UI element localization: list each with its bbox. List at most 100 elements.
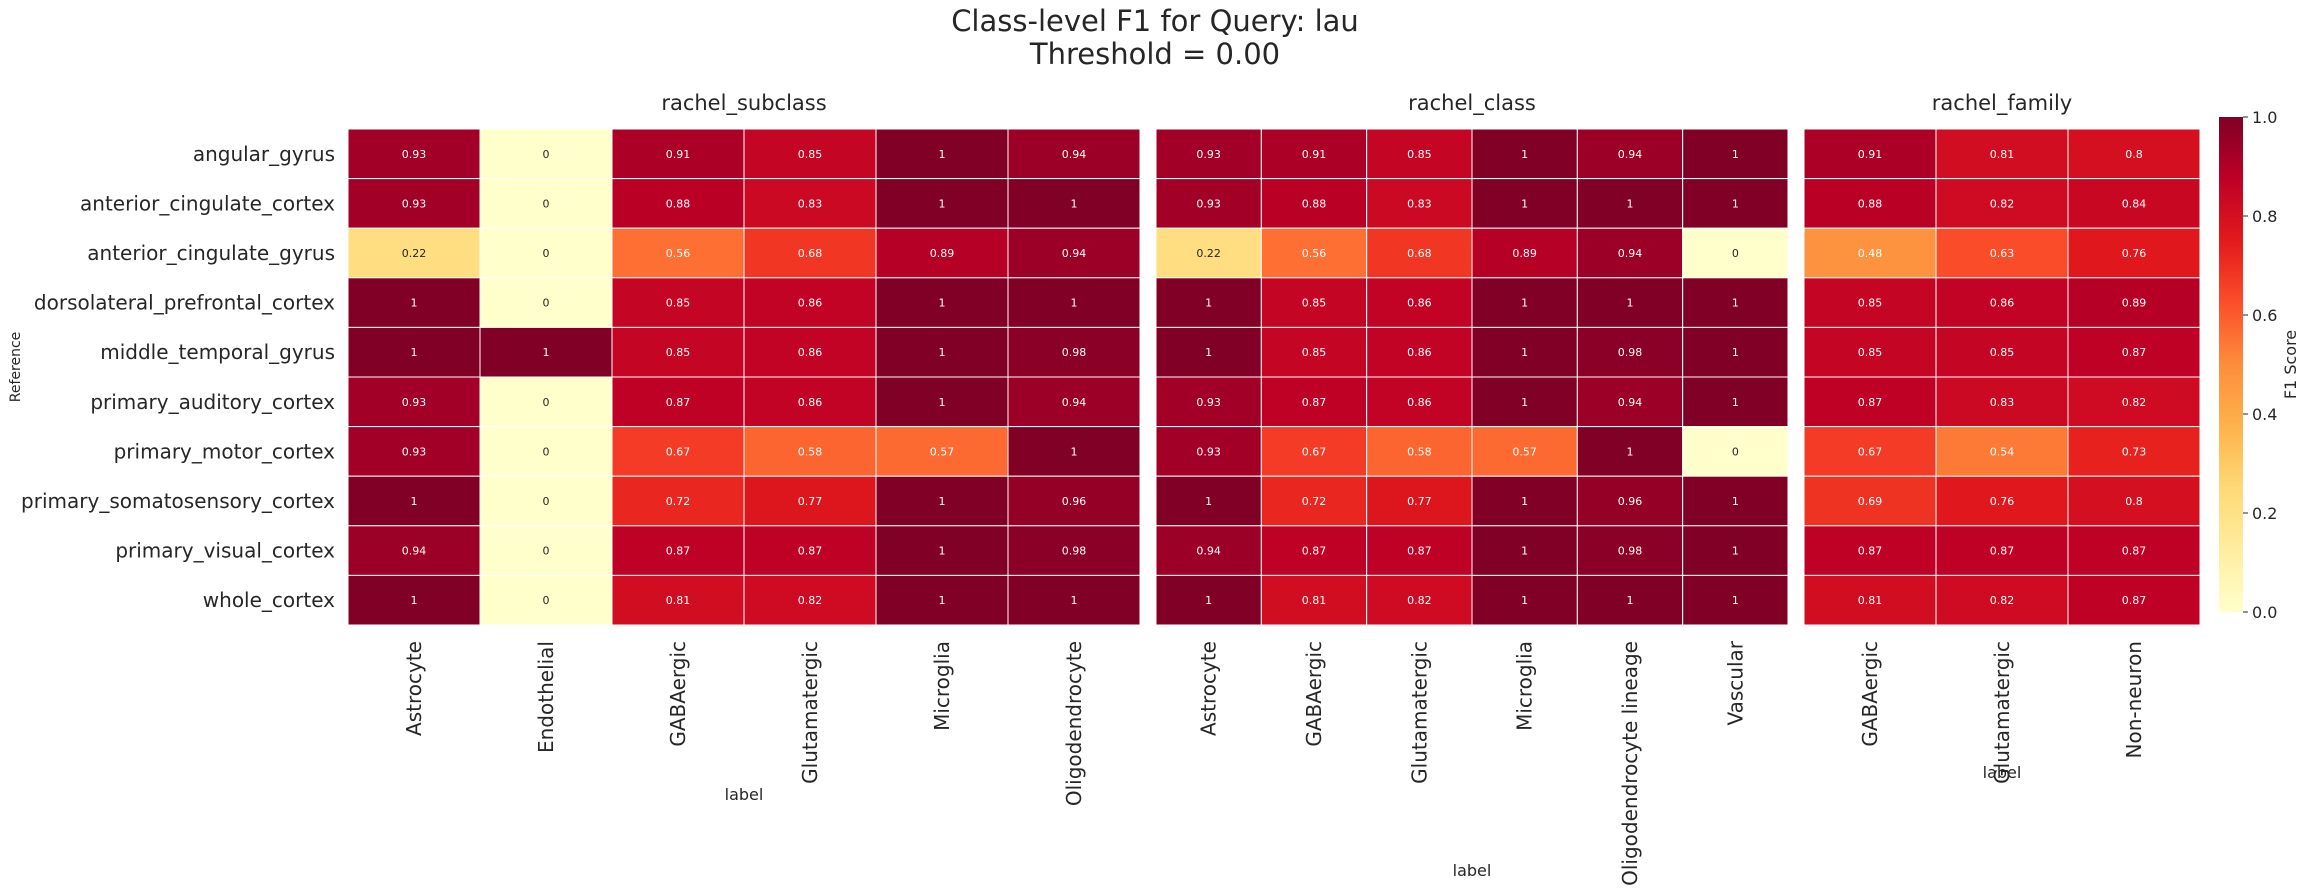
heatmap-cell (1007, 574, 1141, 626)
heatmap-cell (1935, 227, 2069, 279)
cell-value-label: 1 (1521, 594, 1528, 607)
cell-value-label: 1 (1732, 346, 1739, 359)
heatmap-cell (875, 525, 1009, 576)
cell-value-label: 1 (1627, 445, 1634, 458)
cell-value-label: 0.48 (1858, 247, 1883, 260)
column-label: Microglia (930, 641, 954, 731)
heatmap-cell (1935, 128, 2069, 180)
heatmap-cell (611, 326, 745, 378)
cell-value-label: 0.87 (1407, 545, 1432, 558)
cell-value-label: 1 (939, 148, 946, 161)
heatmap-cell (1803, 426, 1937, 477)
cell-value-label: 0.8 (2125, 148, 2143, 161)
cell-value-label: 0.87 (1858, 545, 1883, 558)
colorbar-tick-label: 0.4 (2252, 405, 2277, 424)
heatmap-cell (1576, 525, 1684, 576)
cell-value-label: 0.98 (1062, 346, 1087, 359)
heatmap-cell (743, 277, 877, 328)
heatmap-cell (1803, 475, 1937, 527)
heatmap-cell (1576, 277, 1684, 328)
heatmap-cell (2067, 326, 2201, 378)
chart-title-line1: Class-level F1 for Query: lau (951, 4, 1359, 38)
heatmap-cell (1155, 128, 1262, 180)
heatmap-cell (1682, 128, 1789, 180)
heatmap-cell (347, 426, 481, 477)
cell-value-label: 0.88 (1858, 197, 1883, 210)
heatmap-cell (1682, 227, 1789, 279)
x-axis-label: label (1983, 763, 2022, 782)
cell-value-label: 1 (939, 346, 946, 359)
heatmap-cell (1366, 178, 1473, 229)
cell-value-label: 0.76 (2122, 247, 2147, 260)
cell-value-label: 1 (1627, 594, 1634, 607)
cell-value-label: 1 (1627, 297, 1634, 310)
column-label: GABAergic (1858, 641, 1882, 747)
heatmap-cell (1155, 376, 1262, 428)
cell-value-label: 1 (1732, 545, 1739, 558)
heatmap-cell (1682, 475, 1789, 527)
heatmap-cell (743, 227, 877, 279)
cell-value-label: 0.84 (2122, 197, 2147, 210)
cell-value-label: 0.85 (1858, 297, 1883, 310)
cell-value-label: 0 (543, 445, 550, 458)
heatmap-cell (611, 426, 745, 477)
heatmap-cell (1366, 227, 1473, 279)
cell-value-label: 0.56 (1302, 247, 1327, 260)
heatmap-cell (1682, 326, 1789, 378)
heatmap-cell (1260, 178, 1368, 229)
heatmap-cell (1007, 277, 1141, 328)
cell-value-label: 1 (1732, 495, 1739, 508)
cell-value-label: 0.67 (1302, 445, 1327, 458)
heatmap-cell (1803, 227, 1937, 279)
cell-value-label: 0 (543, 297, 550, 310)
heatmap-panel-rachel_subclass: rachel_subclass 0.93 0 0.91 0.85 1 0.94 0.93 0 0.… (347, 91, 1141, 806)
cell-value-label: 0 (543, 495, 550, 508)
cell-value-label: 0.87 (1990, 545, 2015, 558)
heatmap-cell (1576, 326, 1684, 378)
heatmap-cell (2067, 426, 2201, 477)
cell-value-label: 0.91 (666, 148, 691, 161)
cell-value-label: 1 (1205, 594, 1212, 607)
cell-value-label: 0.86 (1407, 396, 1432, 409)
heatmap-cell (1260, 376, 1368, 428)
cell-value-label: 0.82 (798, 594, 823, 607)
heatmap-cell (347, 376, 481, 428)
heatmap-cell (1007, 227, 1141, 279)
cell-value-label: 0.67 (1858, 445, 1883, 458)
heatmap-cell (743, 178, 877, 229)
heatmap-cell (1007, 128, 1141, 180)
cell-value-label: 0 (543, 396, 550, 409)
panel-title: rachel_subclass (661, 91, 826, 116)
heatmap-cell (875, 475, 1009, 527)
heatmap-cell (2067, 277, 2201, 328)
heatmap-cell (1935, 475, 2069, 527)
cell-value-label: 0.86 (1990, 297, 2015, 310)
cell-value-label: 0.85 (798, 148, 823, 161)
cell-value-label: 0.86 (1407, 346, 1432, 359)
cell-value-label: 0.91 (1858, 148, 1883, 161)
heatmap-cell (611, 128, 745, 180)
heatmap-cell (479, 525, 613, 576)
heatmap-cell (347, 475, 481, 527)
cell-value-label: 0.89 (2122, 297, 2147, 310)
cell-value-label: 0.86 (798, 396, 823, 409)
cell-value-label: 0.87 (1302, 545, 1327, 558)
heatmap-cell (743, 326, 877, 378)
x-axis-label: label (1453, 861, 1492, 880)
cell-value-label: 0.67 (666, 445, 691, 458)
colorbar-tick-label: 0.8 (2252, 207, 2277, 226)
cell-value-label: 0.93 (402, 396, 427, 409)
cell-value-label: 0.85 (1407, 148, 1432, 161)
heatmap-cell (1155, 475, 1262, 527)
heatmap-cell (1803, 525, 1937, 576)
column-label: GABAergic (666, 641, 690, 747)
cell-value-label: 0.87 (2122, 545, 2147, 558)
cell-value-label: 0.57 (1512, 445, 1537, 458)
cell-value-label: 0.94 (1062, 148, 1087, 161)
row-label: primary_auditory_cortex (90, 390, 335, 414)
colorbar-tick-label: 1.0 (2252, 108, 2277, 127)
cell-value-label: 0.83 (1407, 197, 1432, 210)
cell-value-label: 0 (543, 197, 550, 210)
cell-value-label: 0.76 (1990, 495, 2015, 508)
cell-value-label: 1 (1071, 197, 1078, 210)
